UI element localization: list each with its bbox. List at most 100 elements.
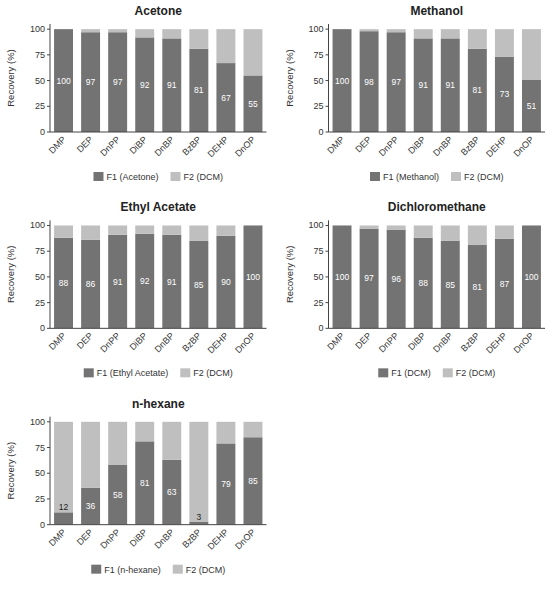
y-tick-label: 25 bbox=[35, 494, 45, 504]
data-labels: 10098979191817351 bbox=[335, 76, 537, 111]
bar-segment bbox=[216, 225, 235, 235]
bar-segment bbox=[522, 225, 541, 328]
bar-segment bbox=[414, 29, 433, 38]
bar-segment bbox=[522, 225, 541, 226]
y-axis-label: Recovery (%) bbox=[284, 49, 295, 107]
bars bbox=[54, 422, 262, 525]
bars bbox=[54, 29, 262, 132]
legend-entry: F2 (DCM) bbox=[186, 565, 226, 575]
panel-title: Ethyl Acetate bbox=[120, 200, 196, 214]
y-axis-line bbox=[328, 220, 329, 328]
bar-segment bbox=[54, 238, 73, 329]
bar-segment bbox=[216, 236, 235, 329]
x-tick-label: BzBP bbox=[459, 331, 482, 354]
figure: Acetone100979792918167550255075100Recove… bbox=[0, 0, 557, 589]
x-tick-label: DEHP bbox=[484, 134, 509, 159]
data-label: 91 bbox=[167, 277, 177, 287]
y-tick-label: 100 bbox=[308, 220, 323, 230]
data-label: 55 bbox=[248, 99, 258, 109]
x-tick-label: DEP bbox=[75, 527, 95, 547]
bar-segment bbox=[333, 225, 352, 328]
data-label: 85 bbox=[446, 280, 456, 290]
x-tick-label: DMP bbox=[325, 134, 346, 155]
data-label: 92 bbox=[140, 80, 150, 90]
x-axis-line bbox=[329, 132, 546, 133]
bar-segment bbox=[441, 225, 460, 240]
bar-segment bbox=[189, 29, 208, 49]
panel-title: Methanol bbox=[410, 4, 463, 18]
legend-swatch bbox=[91, 565, 101, 574]
x-tick-label: DnOP bbox=[233, 331, 257, 355]
legend-swatch bbox=[171, 172, 181, 181]
x-tick-label: DiBP bbox=[128, 134, 150, 156]
bar-segment bbox=[414, 38, 433, 132]
data-label: 98 bbox=[364, 77, 374, 87]
bar-segment bbox=[243, 29, 262, 75]
x-tick-label: DMP bbox=[325, 331, 346, 352]
x-tick-label: DEP bbox=[353, 134, 373, 154]
data-label: 85 bbox=[248, 476, 258, 486]
y-tick bbox=[47, 80, 50, 81]
y-tick-label: 75 bbox=[313, 246, 323, 256]
y-tick-label: 50 bbox=[35, 76, 45, 86]
y-tick bbox=[326, 328, 329, 329]
x-tick-label: DnBP bbox=[431, 134, 455, 158]
x-tick-label: DMP bbox=[47, 331, 68, 352]
y-axis-label: Recovery (%) bbox=[5, 49, 16, 107]
bar-segment bbox=[387, 29, 406, 32]
bar-segment bbox=[495, 225, 514, 238]
bar-segment bbox=[216, 63, 235, 132]
data-label: 3 bbox=[196, 512, 201, 522]
legend: F1 (Methanol)F2 (DCM) bbox=[370, 172, 504, 182]
data-label: 36 bbox=[86, 501, 96, 511]
y-axis-line bbox=[50, 417, 51, 525]
bar-segment bbox=[522, 29, 541, 79]
data-labels: 88869192918590100 bbox=[59, 272, 261, 290]
x-tick-label: DnOP bbox=[233, 134, 257, 158]
data-label: 91 bbox=[167, 80, 177, 90]
data-label: 81 bbox=[194, 85, 204, 95]
bar-segment bbox=[162, 225, 181, 234]
y-tick-label: 25 bbox=[35, 101, 45, 111]
data-label: 81 bbox=[473, 282, 483, 292]
legend: F1 (Ethyl Acetate) F2 (DCM) bbox=[84, 368, 233, 378]
data-label: 81 bbox=[140, 478, 150, 488]
bar-segment bbox=[54, 422, 73, 513]
bars bbox=[54, 225, 262, 328]
legend-swatch bbox=[378, 368, 388, 377]
bar-segment bbox=[243, 225, 262, 328]
bar-segment bbox=[360, 31, 379, 132]
legend-swatch bbox=[180, 368, 190, 377]
bar-segment bbox=[135, 225, 154, 233]
x-tick-label: DEHP bbox=[206, 134, 231, 159]
x-axis-line bbox=[50, 524, 267, 525]
bar-segment bbox=[162, 422, 181, 460]
data-label: 67 bbox=[221, 93, 231, 103]
bar-segment bbox=[243, 75, 262, 132]
bar-segment bbox=[333, 225, 352, 226]
bar-segment bbox=[54, 512, 73, 524]
data-label: 88 bbox=[59, 278, 69, 288]
panel: n-hexane1236588163379850255075100Recover… bbox=[5, 397, 267, 575]
legend-entry: F2 (DCM) bbox=[456, 368, 496, 378]
x-tick-label: DMP bbox=[47, 527, 68, 548]
y-tick bbox=[47, 276, 50, 277]
bar-segment bbox=[360, 229, 379, 329]
legend-swatch bbox=[173, 565, 183, 574]
bar-segment bbox=[135, 234, 154, 329]
data-label: 97 bbox=[113, 77, 123, 87]
bar-segment bbox=[108, 225, 127, 234]
legend-entry: F2 (DCM) bbox=[193, 368, 233, 378]
y-tick bbox=[326, 251, 329, 252]
y-axis-line bbox=[328, 24, 329, 132]
x-tick-label: DiBP bbox=[406, 134, 428, 156]
x-tick-label: DnBP bbox=[431, 331, 455, 355]
y-tick-label: 75 bbox=[35, 246, 45, 256]
bar-segment bbox=[216, 422, 235, 444]
bar-segment bbox=[189, 241, 208, 328]
x-tick-label: DnPP bbox=[377, 331, 401, 355]
x-tick-label: DnBP bbox=[152, 134, 176, 158]
panel-title: Dichloromethane bbox=[388, 200, 486, 214]
y-tick bbox=[326, 106, 329, 107]
legend-entry: F1 (Ethyl Acetate) bbox=[97, 368, 169, 378]
